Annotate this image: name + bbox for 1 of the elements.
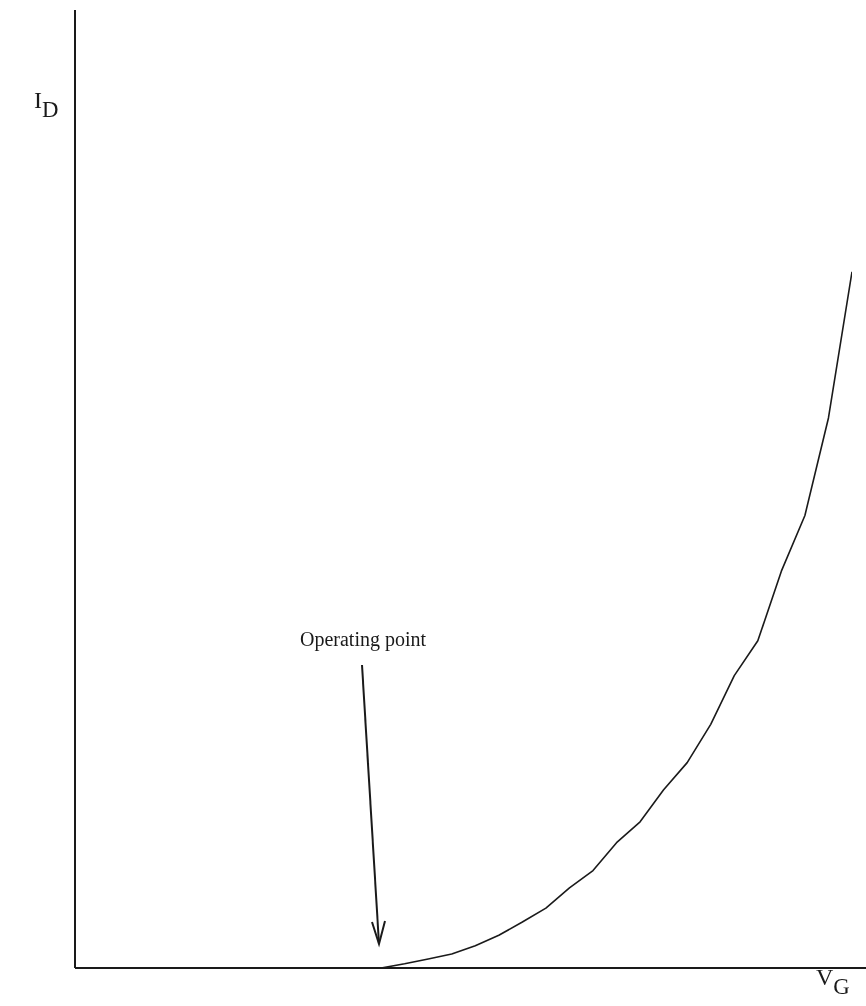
annotation: Operating point bbox=[300, 628, 427, 651]
